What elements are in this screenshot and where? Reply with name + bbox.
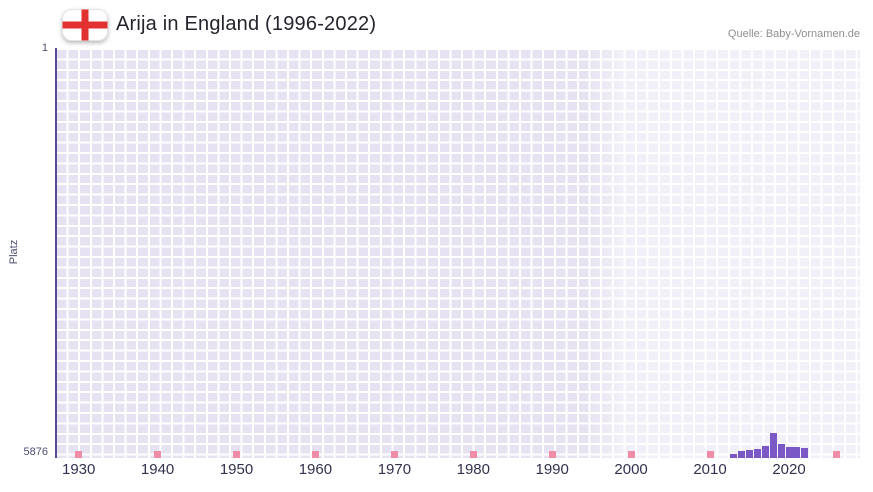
bar-2017 (761, 445, 769, 458)
bar-2014 (738, 451, 746, 458)
data-period-highlight (583, 48, 860, 458)
decade-mark-1980 (469, 451, 477, 458)
source-credit: Quelle: Baby-Vornamen.de (727, 28, 860, 40)
x-tick-2000: 2000 (614, 461, 648, 478)
x-tick-1980: 1980 (456, 461, 490, 478)
decade-mark-2026 (832, 451, 840, 458)
decade-mark-1940 (154, 451, 162, 458)
bar-2015 (746, 449, 753, 458)
bar-2013 (730, 453, 738, 458)
x-tick-1990: 1990 (535, 461, 569, 478)
y-tick-top: 1 (41, 42, 48, 54)
chart-title: Arija in England (1996-2022) (116, 13, 377, 35)
decade-mark-1970 (390, 451, 398, 458)
y-axis-label: Platz (8, 239, 20, 265)
decade-mark-2010 (706, 451, 714, 458)
x-tick-1940: 1940 (140, 461, 175, 478)
x-tick-1950: 1950 (219, 461, 254, 478)
x-axis-labels: 1930 1940 1950 1960 1970 1980 1990 2000 2010 2020 (0, 461, 873, 485)
decade-mark-1930 (75, 451, 83, 458)
y-tick-bottom: 5876 (23, 446, 48, 458)
bar-2019 (777, 443, 785, 458)
bar-2018 (769, 433, 777, 458)
bar-2021 (793, 447, 801, 458)
x-tick-1930: 1930 (62, 461, 96, 478)
decade-mark-2000 (627, 451, 635, 458)
decade-mark-1990 (548, 451, 556, 458)
bar-2020 (785, 446, 793, 458)
x-tick-2020: 2020 (772, 461, 806, 478)
x-tick-1960: 1960 (298, 461, 333, 478)
england-flag-icon (62, 9, 108, 41)
decade-mark-1960 (311, 451, 319, 458)
bar-2022 (801, 448, 809, 458)
decade-mark-1950 (233, 451, 240, 458)
bar-2016 (753, 448, 761, 458)
plot-area (55, 48, 860, 458)
x-tick-1970: 1970 (377, 461, 412, 478)
y-axis-line (55, 48, 57, 458)
x-tick-2010: 2010 (693, 461, 727, 478)
